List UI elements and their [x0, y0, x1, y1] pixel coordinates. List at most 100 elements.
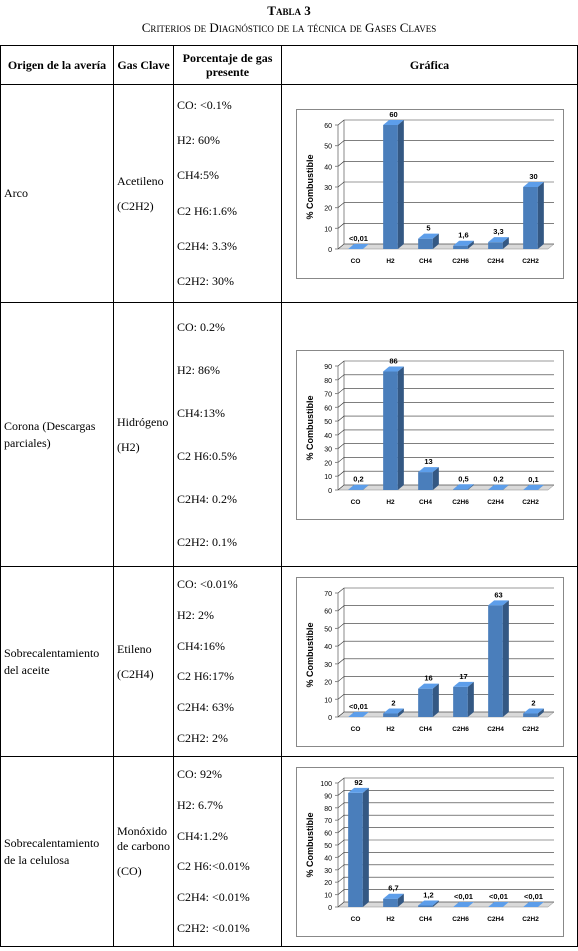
- bar-top: [487, 484, 509, 490]
- bar-top: [382, 366, 404, 372]
- caption-title: Criterios de Diagnóstico de la técnica d…: [141, 20, 437, 35]
- y-tick-label: 70: [324, 818, 332, 825]
- y-tick-label: 0: [328, 715, 332, 722]
- bar-side: [397, 366, 404, 490]
- origin-cell: Sobrecalentamiento del aceite: [0, 566, 114, 757]
- percent-line: C2H4: 0.2%: [177, 491, 237, 506]
- grid-line: [337, 429, 554, 435]
- percent-cell: CO: <0.01% H2: 2% CH4:16% C2 H6:17% C2H4: 63…: [173, 566, 282, 757]
- bar-top: [417, 900, 439, 906]
- table-row: Sobrecalentamiento del aceite Etileno (C2H…: [0, 566, 578, 757]
- bar-side: [362, 787, 369, 907]
- gas-line: (C2H4): [117, 666, 154, 681]
- grid-line: [337, 470, 554, 476]
- percent-list: CO: <0.1% H2: 60% CH4:5% C2 H6:1.6% C2H4: 3.…: [177, 88, 278, 300]
- value-label: 0,2: [353, 474, 363, 483]
- percent-line: CH4:1.2%: [177, 828, 228, 843]
- y-tick-label: 30: [324, 867, 332, 874]
- y-tick-label: 0: [328, 488, 332, 495]
- grid-line: [337, 622, 554, 629]
- grid-line: [337, 456, 554, 463]
- bar-top: [382, 893, 404, 899]
- grid-line: [337, 675, 554, 682]
- y-tick-label: 50: [324, 143, 332, 150]
- y-tick-label: 50: [324, 626, 332, 633]
- value-label: 3,3: [493, 227, 503, 236]
- grid-line: [337, 814, 554, 820]
- bar-top: [522, 181, 544, 187]
- grid-line: [337, 201, 554, 208]
- percent-line: CO: <0.1%: [177, 97, 232, 112]
- y-tick-label: 40: [324, 644, 332, 651]
- grid-line: [337, 387, 554, 394]
- bar-chart: 0 10 20 30 40 50 60 % Combustible <0,01 CO 60 H2 5 CH…: [295, 108, 564, 279]
- y-axis-label: % Combustible: [305, 395, 315, 460]
- gas-line: Acetileno: [117, 173, 164, 188]
- bar-front: [487, 604, 503, 717]
- percent-line: C2 H6:1.6%: [177, 203, 237, 218]
- percent-line: C2 H6:<0.01%: [177, 859, 250, 874]
- table: Origen de la avería Gas Clave Porcentaje d…: [0, 45, 578, 947]
- bar-top: [382, 707, 404, 713]
- x-tick-label: C2H4: [487, 726, 504, 733]
- y-tick-label: 70: [324, 591, 332, 598]
- percent-cell: CO: 0.2% H2: 86% CH4:13% C2 H6:0.5% C2H4: 0.…: [173, 302, 282, 567]
- grid-line: [337, 360, 554, 366]
- y-tick-label: 40: [324, 432, 332, 439]
- bar-side: [467, 901, 474, 907]
- bar-front: [417, 471, 433, 490]
- gas-line: (C2H2): [117, 198, 154, 213]
- grid-line: [337, 711, 554, 717]
- x-tick-label: H2: [386, 258, 395, 265]
- table-body: Arco Acetileno (C2H2) CO: <0.1% H2: 60% CH4:5…: [0, 84, 578, 947]
- bar: [522, 181, 544, 249]
- bar: [487, 236, 509, 249]
- grid-line: [337, 415, 554, 421]
- percent-line: H2: 86%: [177, 362, 220, 377]
- grid-line: [337, 119, 554, 125]
- x-tick-label: CH4: [418, 916, 431, 923]
- gas-line: (CO): [117, 864, 142, 878]
- value-label: 16: [424, 673, 432, 682]
- y-tick-label: 60: [324, 608, 332, 615]
- bar-side: [432, 233, 439, 249]
- value-label: <0,01: [454, 891, 473, 900]
- x-tick-label: C2H4: [487, 258, 504, 265]
- percent-cell: CO: 92% H2: 6.7% CH4:1.2% C2 H6:<0.01% C2H4:…: [173, 756, 282, 947]
- bar-side: [502, 236, 509, 249]
- bar-front: [522, 186, 538, 249]
- bar-front: [452, 488, 468, 490]
- y-tick-label: 0: [328, 247, 332, 254]
- grid-line: [337, 604, 554, 611]
- bar-side: [537, 181, 544, 249]
- y-tick-label: 10: [324, 892, 332, 899]
- floor: [336, 484, 555, 490]
- bar-side: [432, 900, 439, 907]
- header-cell: Origen de la avería: [0, 45, 114, 85]
- y-tick-label: 40: [324, 855, 332, 862]
- bar-front: [487, 241, 503, 249]
- gas-line: (H2): [117, 439, 140, 454]
- y-tick-label: 60: [324, 405, 332, 412]
- bar-top: [347, 243, 369, 249]
- grid-line: [337, 401, 554, 408]
- bar: [452, 240, 474, 249]
- header-row: Origen de la avería Gas Clave Porcentaje d…: [0, 45, 578, 85]
- percent-line: C2H4: 3.3%: [177, 238, 237, 253]
- value-label: 2: [531, 698, 535, 707]
- percent-line: CH4:5%: [177, 168, 219, 183]
- value-label: 1,6: [458, 230, 468, 239]
- bar-top: [487, 236, 509, 242]
- gas-line: Etileno: [117, 641, 152, 656]
- grid-line: [337, 864, 554, 870]
- x-tick-label: C2H2: [522, 258, 539, 265]
- x-tick-label: CO: [350, 916, 360, 923]
- grid-line: [337, 373, 554, 380]
- percent-line: H2: 60%: [177, 132, 220, 147]
- bar: [417, 683, 439, 717]
- floor: [336, 901, 555, 907]
- value-label: 17: [459, 671, 467, 680]
- header-cell: Gas Clave: [113, 45, 174, 85]
- x-tick-label: CO: [350, 258, 360, 265]
- value-label: 0,2: [493, 474, 503, 483]
